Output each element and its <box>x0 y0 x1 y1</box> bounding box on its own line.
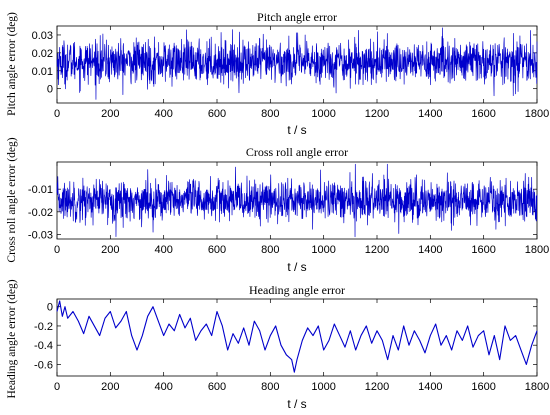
y-tick-label: 0 <box>47 302 53 314</box>
y-axis-label: Cross roll angle error (deg) <box>6 137 18 262</box>
x-tick-label: 1400 <box>418 108 442 120</box>
x-tick-label: 0 <box>54 381 60 393</box>
x-axis-label: t / s <box>287 123 306 137</box>
y-tick-label: -0.2 <box>34 321 53 333</box>
x-tick-label: 1800 <box>525 381 549 393</box>
x-tick-label: 600 <box>208 381 226 393</box>
chart-heading-angle-error: Heading angle error 0 200 400 600 800 1000 120… <box>6 279 549 411</box>
plot-area <box>56 298 538 377</box>
x-tick-label: 400 <box>154 244 172 256</box>
x-tick-label: 1200 <box>365 108 389 120</box>
x-tick-label: 1600 <box>471 381 495 393</box>
y-tick-label: 0.03 <box>32 30 53 42</box>
x-axis-label: t / s <box>287 260 306 274</box>
y-axis-label: Heading angle error (deg) <box>6 279 18 398</box>
x-tick-label: 800 <box>261 381 279 393</box>
x-tick-label: 1000 <box>311 244 335 256</box>
x-tick-label: 200 <box>101 244 119 256</box>
x-tick-label: 1600 <box>471 108 495 120</box>
series-line <box>56 163 538 238</box>
x-tick-label: 1200 <box>365 244 389 256</box>
x-tick-label: 0 <box>54 244 60 256</box>
x-tick-label: 400 <box>154 381 172 393</box>
x-tick-label: 1400 <box>418 381 442 393</box>
x-tick-label: 800 <box>261 244 279 256</box>
x-tick-label: 600 <box>208 108 226 120</box>
x-tick-label: 1800 <box>525 108 549 120</box>
chart-title: Pitch angle error <box>257 10 337 24</box>
chart-cross-roll-angle-error: Cross roll angle error 0 200 400 600 800 1000… <box>6 137 549 274</box>
chart-title: Cross roll angle error <box>246 145 348 159</box>
chart-title: Heading angle error <box>249 283 345 297</box>
series-line <box>56 300 538 373</box>
chart-pitch-angle-error: Pitch angle error 0 200 400 600 800 1000 1200 1… <box>6 10 549 137</box>
y-tick-label: 0.01 <box>32 66 53 78</box>
y-tick-label: -0.01 <box>28 184 53 196</box>
y-axis-label: Pitch angle error (deg) <box>6 12 18 116</box>
x-tick-label: 800 <box>261 108 279 120</box>
y-tick-label: 0 <box>47 84 53 96</box>
y-tick-label: -0.4 <box>34 340 53 352</box>
y-tick-label: -0.02 <box>28 207 53 219</box>
x-tick-label: 1200 <box>365 381 389 393</box>
x-tick-label: 1000 <box>311 381 335 393</box>
x-tick-label: 600 <box>208 244 226 256</box>
x-tick-label: 1400 <box>418 244 442 256</box>
x-tick-label: 1800 <box>525 244 549 256</box>
x-tick-label: 1000 <box>311 108 335 120</box>
x-axis-label: t / s <box>287 397 306 411</box>
y-tick-label: -0.6 <box>34 359 53 371</box>
y-tick-label: -0.03 <box>28 229 53 241</box>
series-line <box>56 27 538 100</box>
x-tick-label: 200 <box>101 381 119 393</box>
y-tick-label: 0.02 <box>32 48 53 60</box>
x-tick-label: 400 <box>154 108 172 120</box>
x-tick-label: 1600 <box>471 244 495 256</box>
x-tick-label: 200 <box>101 108 119 120</box>
x-tick-label: 0 <box>54 108 60 120</box>
